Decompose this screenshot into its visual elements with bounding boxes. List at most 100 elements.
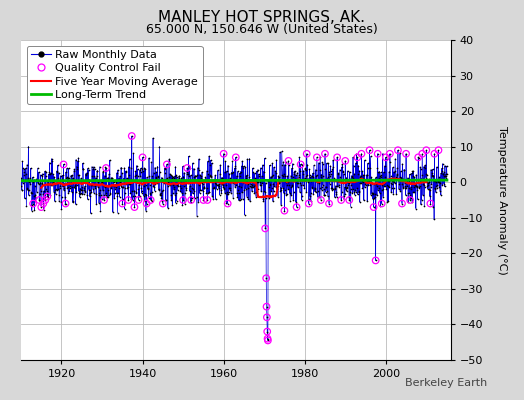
Point	[94, 190, 103, 196]
Point	[227, 179, 236, 185]
Point	[383, 156, 391, 162]
Point	[297, 161, 305, 168]
Point	[365, 147, 374, 154]
Point	[386, 173, 395, 179]
Point	[106, 157, 114, 163]
Point	[57, 172, 65, 179]
Point	[250, 177, 258, 183]
Legend: Raw Monthly Data, Quality Control Fail, Five Year Moving Average, Long-Term Tren: Raw Monthly Data, Quality Control Fail, …	[27, 46, 203, 104]
Point	[59, 183, 67, 190]
Point	[253, 179, 261, 185]
Point	[374, 169, 383, 176]
Text: 65.000 N, 150.646 W (United States): 65.000 N, 150.646 W (United States)	[146, 23, 378, 36]
Point	[372, 257, 380, 264]
Point	[145, 173, 154, 180]
Point	[258, 180, 267, 186]
Point	[439, 160, 447, 167]
Point	[34, 178, 42, 184]
Point	[364, 160, 372, 166]
Point	[214, 185, 223, 192]
Point	[233, 193, 242, 200]
Point	[386, 159, 395, 165]
Point	[366, 165, 375, 172]
Point	[235, 170, 244, 176]
Point	[123, 176, 131, 183]
Point	[401, 192, 410, 198]
Point	[238, 158, 246, 164]
Point	[320, 191, 328, 198]
Point	[369, 204, 378, 210]
Point	[282, 191, 291, 198]
Point	[380, 182, 388, 189]
Point	[421, 171, 430, 177]
Point	[442, 163, 451, 169]
Point	[292, 204, 301, 210]
Point	[115, 176, 124, 182]
Point	[101, 184, 110, 190]
Point	[110, 183, 118, 190]
Point	[218, 180, 226, 187]
Point	[58, 176, 67, 182]
Point	[347, 182, 355, 188]
Point	[307, 190, 315, 196]
Point	[234, 197, 243, 204]
Point	[283, 173, 292, 179]
Point	[72, 189, 81, 195]
Point	[219, 178, 227, 184]
Point	[331, 185, 340, 191]
Point	[268, 160, 277, 166]
Point	[381, 174, 390, 180]
Point	[150, 178, 159, 184]
Point	[424, 180, 432, 186]
Point	[195, 190, 204, 196]
Point	[370, 194, 378, 201]
Point	[27, 190, 36, 196]
Point	[300, 177, 308, 183]
Point	[47, 182, 55, 188]
Point	[90, 173, 99, 180]
Point	[213, 176, 222, 183]
Point	[165, 174, 173, 180]
Point	[333, 154, 341, 160]
Point	[150, 188, 159, 194]
Point	[314, 194, 322, 200]
Point	[200, 184, 209, 191]
Point	[335, 182, 343, 188]
Point	[335, 174, 344, 180]
Point	[438, 165, 446, 172]
Point	[31, 198, 39, 204]
Point	[438, 168, 446, 174]
Point	[125, 164, 133, 170]
Point	[440, 183, 449, 190]
Point	[46, 192, 54, 198]
Point	[439, 173, 447, 179]
Point	[73, 166, 82, 172]
Point	[285, 158, 293, 164]
Point	[84, 167, 93, 174]
Point	[350, 162, 358, 169]
Point	[166, 182, 174, 188]
Point	[302, 150, 311, 157]
Point	[402, 150, 410, 157]
Point	[323, 188, 331, 194]
Point	[434, 147, 443, 154]
Point	[169, 182, 178, 188]
Point	[48, 158, 57, 164]
Point	[357, 172, 365, 179]
Point	[414, 184, 423, 190]
Point	[200, 185, 208, 191]
Point	[142, 208, 150, 214]
Point	[259, 162, 267, 168]
Point	[315, 184, 324, 191]
Point	[244, 181, 252, 187]
Point	[145, 194, 153, 201]
Point	[143, 200, 151, 207]
Point	[371, 191, 379, 197]
Point	[71, 185, 79, 191]
Point	[376, 203, 385, 210]
Point	[233, 190, 242, 196]
Point	[34, 165, 42, 171]
Point	[124, 197, 133, 203]
Point	[312, 178, 321, 185]
Point	[217, 187, 225, 193]
